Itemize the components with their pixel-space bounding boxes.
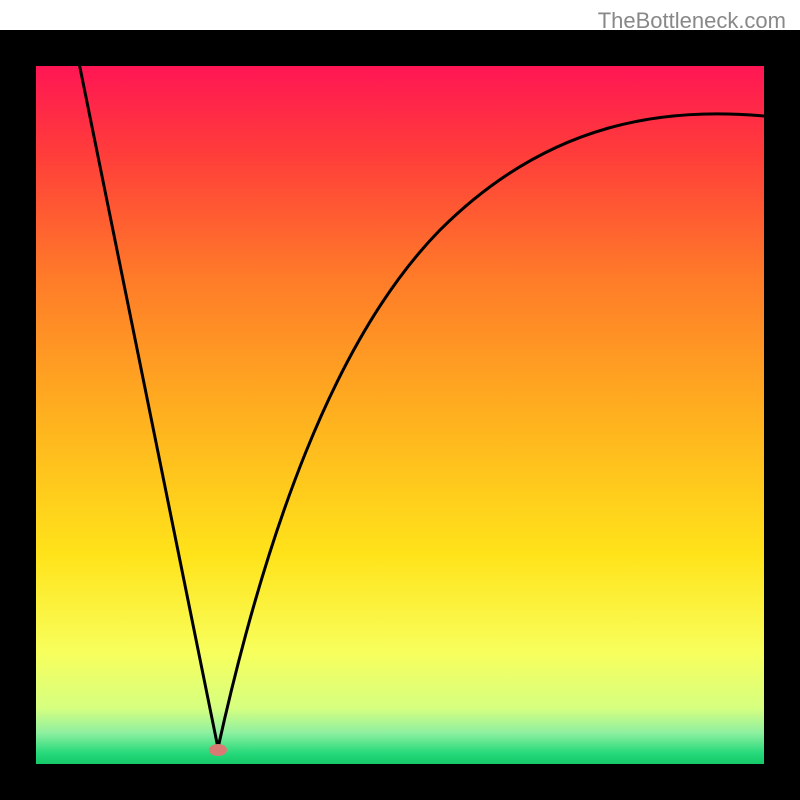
chart-plot-area xyxy=(36,66,764,764)
chart-container: TheBottleneck.com xyxy=(0,0,800,800)
attribution-text: TheBottleneck.com xyxy=(598,8,786,34)
trough-marker xyxy=(209,744,227,756)
bottleneck-chart xyxy=(0,0,800,800)
